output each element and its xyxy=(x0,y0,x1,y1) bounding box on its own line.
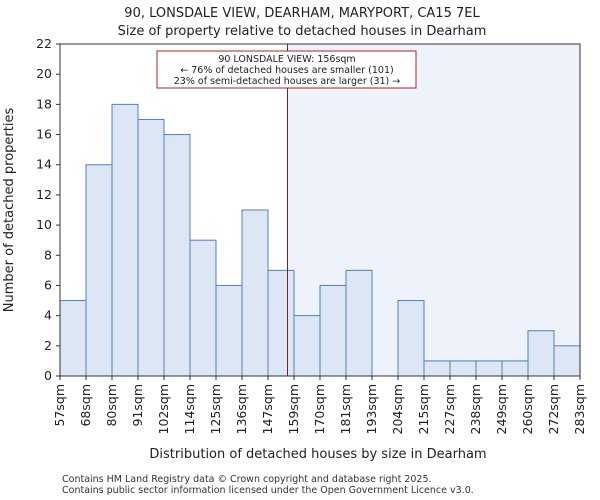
bar-147sqm xyxy=(267,269,295,377)
bar-238sqm xyxy=(475,360,503,377)
y-tick-label: 6 xyxy=(44,277,52,292)
x-tick-label-181sqm: 181sqm xyxy=(338,384,353,434)
bar-260sqm xyxy=(527,330,555,377)
bar-170sqm xyxy=(319,284,347,377)
x-tick-label-159sqm: 159sqm xyxy=(286,384,301,434)
bar-181sqm xyxy=(345,269,373,377)
bar-136sqm xyxy=(241,209,269,377)
x-tick-label-57sqm: 57sqm xyxy=(52,384,67,427)
x-tick-label-147sqm: 147sqm xyxy=(260,384,275,434)
x-tick-label-102sqm: 102sqm xyxy=(156,384,171,434)
x-tick-label-238sqm: 238sqm xyxy=(468,384,483,434)
x-tick-label-204sqm: 204sqm xyxy=(390,384,405,434)
y-tick-label: 4 xyxy=(44,308,52,323)
bar-91sqm xyxy=(137,118,165,377)
bar-125sqm xyxy=(215,284,243,377)
chart-subtitle: Size of property relative to detached ho… xyxy=(118,24,487,39)
x-tick-label-249sqm: 249sqm xyxy=(494,384,509,434)
x-tick-label-170sqm: 170sqm xyxy=(312,384,327,434)
x-axis-label: Distribution of detached houses by size … xyxy=(149,447,486,462)
x-tick-label-125sqm: 125sqm xyxy=(208,384,223,434)
y-tick-label: 20 xyxy=(36,66,52,81)
y-tick-label: 14 xyxy=(36,157,52,172)
bar-68sqm xyxy=(85,164,113,377)
y-tick-label: 16 xyxy=(36,127,52,142)
x-tick-label-68sqm: 68sqm xyxy=(78,384,93,427)
x-tick-label-80sqm: 80sqm xyxy=(104,384,119,427)
x-tick-label-91sqm: 91sqm xyxy=(130,384,145,427)
annotation-line-2: ← 76% of detached houses are smaller (10… xyxy=(180,65,393,76)
annotation-line-1: 90 LONSDALE VIEW: 156sqm xyxy=(218,54,355,65)
x-tick-label-136sqm: 136sqm xyxy=(234,384,249,434)
x-axis: 57sqm 68sqm 80sqm 91sqm 102sqm 114sqm 125sqm 13… xyxy=(52,376,587,434)
y-axis: 0 2 4 6 8 10 12 14 16 18 20 22 xyxy=(36,36,60,383)
bar-215sqm xyxy=(423,360,451,377)
bars-group xyxy=(59,103,581,377)
footer-copyright: Contains HM Land Registry data © Crown c… xyxy=(62,474,432,485)
bar-272sqm xyxy=(553,345,581,377)
y-axis-label: Number of detached properties xyxy=(2,108,17,313)
y-tick-label: 12 xyxy=(36,187,52,202)
bar-102sqm xyxy=(163,134,191,377)
bar-80sqm xyxy=(111,103,139,377)
x-tick-label-227sqm: 227sqm xyxy=(442,384,457,434)
x-tick-label-215sqm: 215sqm xyxy=(416,384,431,434)
chart-title: 90, LONSDALE VIEW, DEARHAM, MARYPORT, CA… xyxy=(124,6,480,21)
y-tick-label: 8 xyxy=(44,247,52,262)
y-tick-label: 10 xyxy=(36,217,52,232)
footer-licence: Contains public sector information licen… xyxy=(62,485,474,496)
bar-204sqm xyxy=(397,300,425,377)
x-tick-label-272sqm: 272sqm xyxy=(546,384,561,434)
y-tick-label: 18 xyxy=(36,96,52,111)
x-tick-label-193sqm: 193sqm xyxy=(364,384,379,434)
bar-159sqm xyxy=(293,315,321,377)
annotation-box: 90 LONSDALE VIEW: 156sqm ← 76% of detach… xyxy=(156,50,417,89)
bar-227sqm xyxy=(449,360,477,377)
x-tick-label-283sqm: 283sqm xyxy=(572,384,587,434)
y-tick-label: 2 xyxy=(44,338,52,353)
x-tick-label-114sqm: 114sqm xyxy=(182,384,197,434)
bar-57sqm xyxy=(59,300,87,377)
y-tick-label: 22 xyxy=(36,36,52,51)
y-tick-label: 0 xyxy=(44,368,52,383)
annotation-line-3: 23% of semi-detached houses are larger (… xyxy=(174,76,401,87)
bar-114sqm xyxy=(189,239,217,377)
x-tick-label-260sqm: 260sqm xyxy=(520,384,535,434)
bar-249sqm xyxy=(501,360,529,377)
